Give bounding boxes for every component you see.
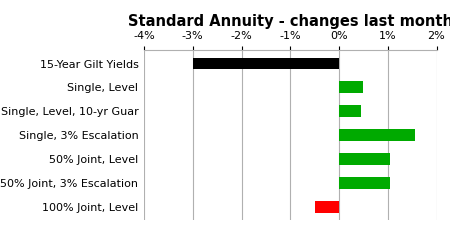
Bar: [339, 177, 390, 189]
Bar: [315, 201, 339, 213]
Bar: [339, 81, 364, 93]
Bar: [339, 105, 361, 117]
Bar: [339, 153, 390, 165]
Title: Standard Annuity - changes last month: Standard Annuity - changes last month: [128, 14, 450, 29]
Bar: [339, 129, 414, 141]
Bar: [193, 57, 339, 69]
